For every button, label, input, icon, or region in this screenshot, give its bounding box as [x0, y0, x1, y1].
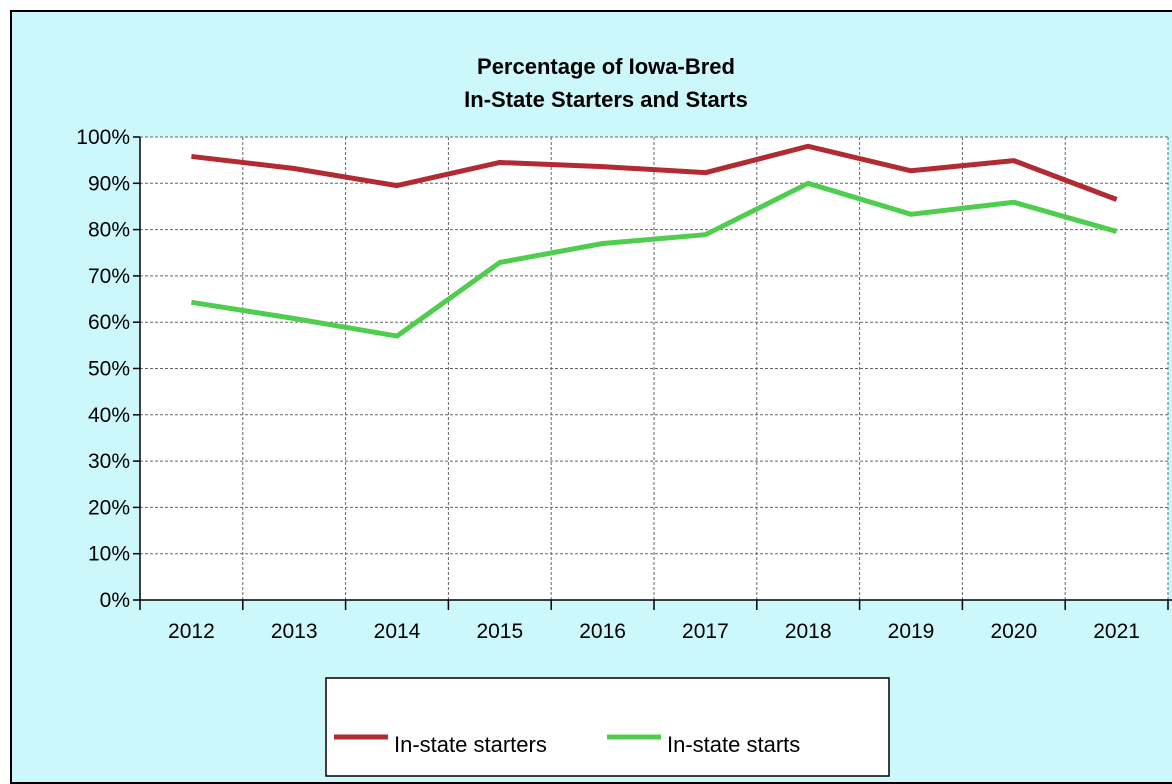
x-tick-label: 2012 [168, 620, 215, 643]
x-tick-label: 2021 [1093, 620, 1140, 643]
legend-label-2: In-state starts [667, 732, 800, 757]
x-tick-label: 2014 [374, 620, 421, 643]
y-tick-label: 50% [88, 358, 130, 381]
legend: In-state starters In-state starts [326, 678, 889, 776]
y-tick-label: 0% [100, 589, 130, 612]
x-tick-label: 2017 [682, 620, 729, 643]
legend-box [326, 678, 889, 776]
x-tick-label: 2019 [888, 620, 935, 643]
chart-title-line-2: In-State Starters and Starts [464, 87, 748, 112]
x-tick-label: 2015 [476, 620, 523, 643]
y-tick-label: 40% [88, 404, 130, 427]
y-tick-label: 30% [88, 450, 130, 473]
y-tick-label: 90% [88, 172, 130, 195]
x-tick-label: 2016 [579, 620, 626, 643]
y-tick-label: 60% [88, 311, 130, 334]
y-tick-label: 10% [88, 543, 130, 566]
chart-container: Percentage of Iowa-Bred In-State Starter… [10, 10, 1172, 784]
chart-title-line-1: Percentage of Iowa-Bred [477, 54, 735, 79]
x-tick-label: 2020 [990, 620, 1037, 643]
y-tick-label: 100% [76, 126, 130, 149]
x-tick-label: 2018 [785, 620, 832, 643]
legend-label-1: In-state starters [394, 732, 547, 757]
line-chart: Percentage of Iowa-Bred In-State Starter… [10, 10, 1172, 784]
y-tick-label: 70% [88, 265, 130, 288]
y-tick-label: 20% [88, 496, 130, 519]
y-tick-label: 80% [88, 219, 130, 242]
x-tick-label: 2013 [271, 620, 318, 643]
